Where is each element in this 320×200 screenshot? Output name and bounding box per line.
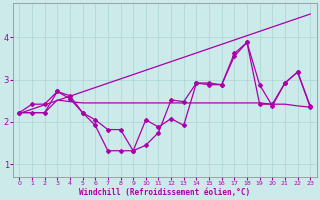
X-axis label: Windchill (Refroidissement éolien,°C): Windchill (Refroidissement éolien,°C): [79, 188, 250, 197]
